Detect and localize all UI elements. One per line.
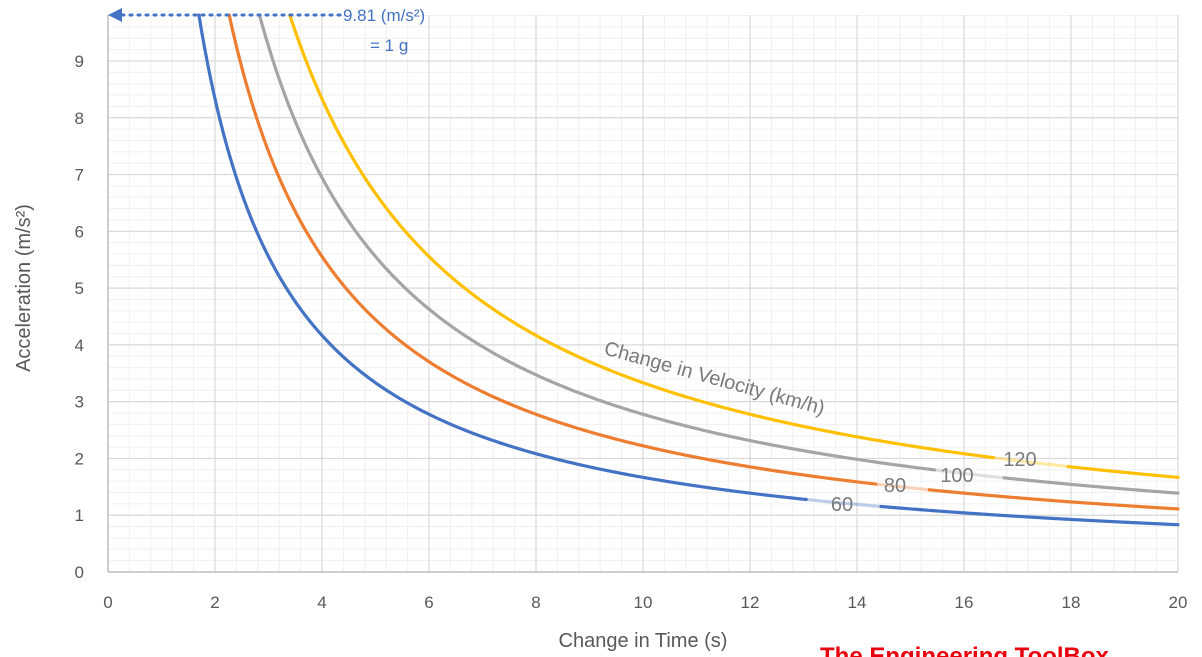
- y-tick-label: 1: [75, 506, 84, 525]
- y-axis-title: Acceleration (m/s²): [13, 204, 35, 372]
- y-tick-label: 5: [75, 279, 84, 298]
- y-tick-label: 9: [75, 52, 84, 71]
- y-tick-label: 6: [75, 222, 84, 241]
- series-line-faded-60: [804, 497, 883, 509]
- x-tick-label: 14: [848, 593, 867, 612]
- x-tick-label: 0: [103, 593, 112, 612]
- series-line-60-tail: [879, 504, 1180, 527]
- g-value-label: 9.81 (m/s²): [343, 6, 425, 25]
- y-tick-label: 4: [75, 336, 84, 355]
- y-tick-label: 8: [75, 109, 84, 128]
- y-tick-label: 0: [75, 563, 84, 582]
- g-reference-arrowhead: [108, 8, 122, 22]
- x-tick-label: 8: [531, 593, 540, 612]
- major-grid: [107, 15, 1179, 573]
- x-axis-title: Change in Time (s): [559, 630, 728, 652]
- x-tick-label: 10: [634, 593, 653, 612]
- series-label-60: 60: [831, 494, 853, 516]
- y-tick-label: 2: [75, 449, 84, 468]
- series-120: 120: [288, 13, 1180, 479]
- watermark-logo: The Engineering ToolBox: [820, 643, 1110, 657]
- x-tick-label: 16: [955, 593, 974, 612]
- series-label-80: 80: [884, 475, 906, 497]
- x-tick-label: 4: [317, 593, 326, 612]
- series-60: 60: [197, 13, 1180, 527]
- series-line-100-tail: [1002, 476, 1180, 495]
- series-line-60: [197, 13, 808, 502]
- series-line-80-tail: [927, 488, 1180, 511]
- series-line-100: [257, 13, 937, 472]
- series-80: 80: [227, 13, 1180, 511]
- series-line-faded-100: [932, 468, 1006, 480]
- series-label-100: 100: [940, 465, 973, 487]
- series-line-faded-120: [991, 456, 1070, 469]
- series-line-80: [227, 13, 878, 486]
- x-tick-label: 18: [1062, 593, 1081, 612]
- series-line-120: [288, 13, 996, 460]
- series-layer: 60 80 100 120: [197, 13, 1180, 527]
- x-tick-label: 2: [210, 593, 219, 612]
- series-100: 100: [257, 13, 1180, 495]
- series-line-120-tail: [1066, 464, 1180, 479]
- y-tick-label: 7: [75, 166, 84, 185]
- series-line-faded-80: [874, 482, 931, 492]
- x-tick-label: 12: [741, 593, 760, 612]
- series-label-120: 120: [1003, 449, 1036, 471]
- y-tick-label: 3: [75, 393, 84, 412]
- x-tick-label: 20: [1169, 593, 1188, 612]
- g-equals-label: = 1 g: [370, 36, 408, 55]
- x-tick-label: 6: [424, 593, 433, 612]
